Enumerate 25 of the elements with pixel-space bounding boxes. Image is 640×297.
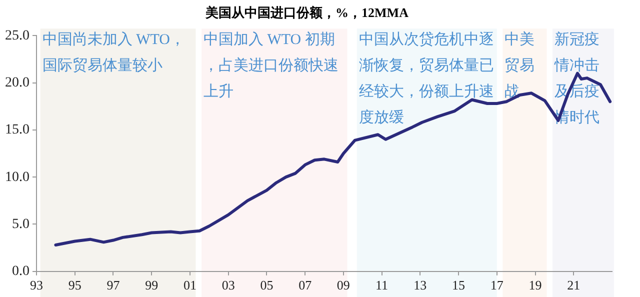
band-label: 中国尚未加入 WTO，国际贸易体量较小 (42, 31, 185, 74)
band-label: 中国从次贷危机中逐渐恢复，贸易体量已经较大，份额上升速度放缓 (358, 31, 494, 126)
x-tick-label: 17 (490, 278, 504, 293)
chart-title: 美国从中国进口份额，%，12MMA (204, 5, 410, 20)
y-tick-label: 25.0 (5, 28, 30, 44)
x-tick-label: 95 (68, 278, 82, 293)
y-tick-label: 5.0 (12, 216, 30, 232)
x-tick-label: 93 (30, 278, 43, 293)
x-tick-label: 05 (260, 278, 274, 293)
x-tick-label: 13 (414, 278, 427, 293)
band-label: 中国加入 WTO 初期，占美进口份额快速上升 (203, 31, 338, 100)
x-tick-label: 99 (145, 278, 158, 293)
x-tick-label: 11 (376, 278, 388, 293)
x-tick-label: 09 (336, 278, 350, 293)
x-tick-label: 07 (298, 278, 312, 293)
y-tick-label: 20.0 (5, 75, 30, 90)
x-tick-label: 01 (183, 278, 196, 293)
y-tick-label: 0.0 (12, 264, 30, 280)
x-tick-label: 21 (567, 278, 580, 293)
x-tick-label: 19 (528, 278, 542, 293)
x-tick-label: 03 (222, 278, 235, 293)
y-tick-label: 15.0 (5, 122, 30, 138)
x-tick-label: 97 (106, 278, 120, 293)
x-tick-label: 15 (452, 278, 466, 293)
y-tick-label: 10.0 (5, 170, 30, 185)
